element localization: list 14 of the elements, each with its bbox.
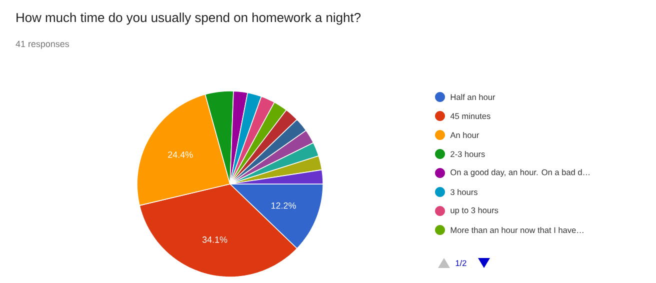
chart-title: How much time do you usually spend on homework a night? <box>16 12 361 25</box>
legend-label: up to 3 hours <box>450 207 498 215</box>
legend-label: Half an hour <box>450 94 496 100</box>
legend-label: 2-3 hours <box>450 150 485 158</box>
data-label: 34.1% <box>202 236 228 243</box>
text: 1/2 <box>456 260 466 266</box>
data-label: 24.4% <box>168 151 193 158</box>
legend-label: On a good day, an hour. On a bad d… <box>450 169 590 177</box>
legend-label: 3 hours <box>450 188 478 196</box>
data-label: 12.2% <box>271 202 296 209</box>
legend-label: More than an hour now that I have… <box>450 226 584 234</box>
legend-label: An hour <box>450 132 480 138</box>
text: 41 responses <box>16 40 70 49</box>
legend-label: 45 minutes <box>450 112 490 120</box>
